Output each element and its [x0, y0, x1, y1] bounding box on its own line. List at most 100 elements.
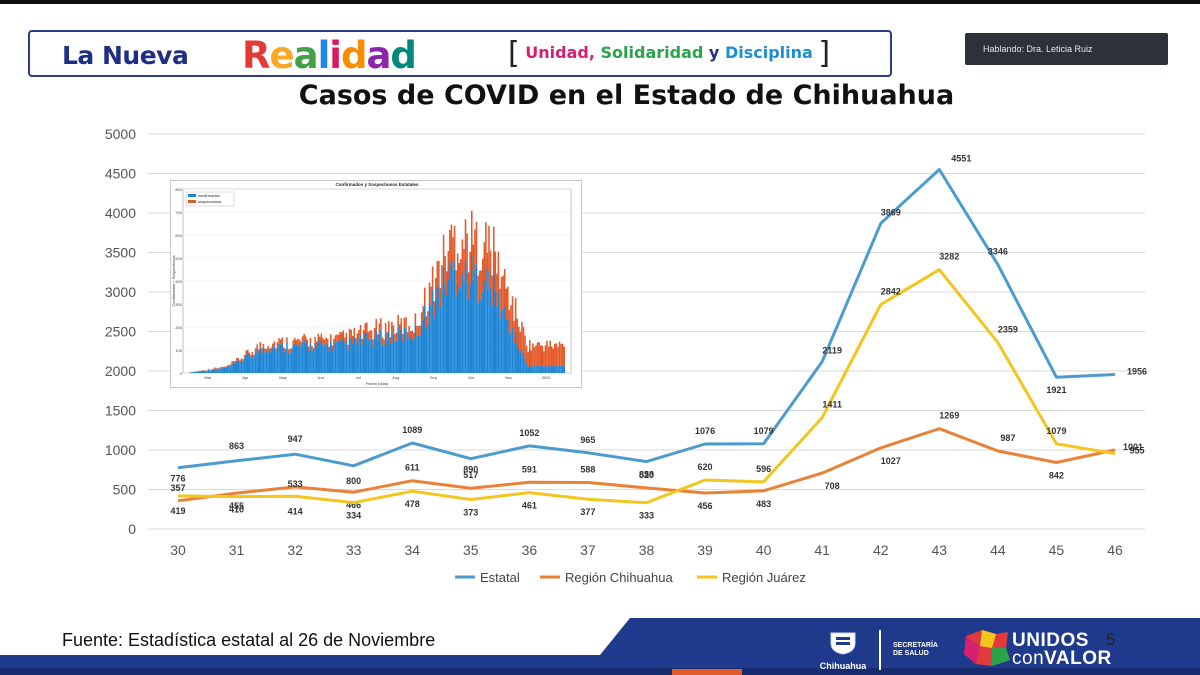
inset-bar-sospechosos	[367, 331, 370, 341]
inset-bar-confirmados	[275, 352, 277, 373]
inset-bar-confirmados	[425, 328, 428, 373]
inset-bar-sospechosos	[203, 370, 205, 371]
inset-bar-sospechosos	[442, 234, 445, 267]
data-label: 2119	[822, 346, 842, 356]
x-tick-label: 38	[639, 542, 655, 558]
inset-bar-confirmados	[417, 335, 420, 373]
inset-bar-sospechosos	[543, 351, 545, 368]
inset-bar-confirmados	[328, 351, 330, 373]
inset-bar-confirmados	[373, 337, 376, 373]
inset-bar-sospechosos	[248, 352, 251, 356]
inset-bar-sospechosos	[308, 346, 310, 351]
inset-bar-sospechosos	[486, 252, 489, 290]
inset-bar-sospechosos	[433, 301, 435, 318]
inset-bar-confirmados	[359, 334, 362, 373]
inset-bar-confirmados	[538, 365, 540, 373]
inset-bar-confirmados	[405, 327, 407, 373]
inset-bar-sospechosos	[387, 321, 390, 332]
inset-bar-confirmados	[217, 368, 219, 373]
inset-bar-sospechosos	[539, 345, 542, 367]
inset-bar-sospechosos	[544, 345, 547, 367]
inset-bar-confirmados	[438, 286, 440, 373]
inset-bar-sospechosos	[245, 350, 247, 355]
inset-bar-confirmados	[463, 280, 465, 373]
inset-bar-confirmados	[541, 366, 544, 373]
data-label: 776	[170, 474, 185, 484]
inset-bar-confirmados	[414, 324, 417, 373]
data-label: 1001	[1123, 442, 1143, 452]
inset-bar-sospechosos	[261, 348, 263, 352]
inset-bar-sospechosos	[527, 352, 529, 368]
inset-bar-sospechosos	[541, 345, 544, 367]
inset-bar-confirmados	[369, 339, 371, 373]
inset-bar-sospechosos	[555, 343, 558, 366]
inset-bar-confirmados	[514, 331, 517, 373]
inset-bar-confirmados	[273, 346, 276, 373]
inset-bar-confirmados	[552, 366, 555, 373]
window-top-bar	[0, 0, 1200, 4]
inset-bar-confirmados	[419, 335, 421, 373]
y-tick-label: 3000	[105, 284, 136, 300]
inset-bar-confirmados	[297, 344, 299, 373]
data-label: 4551	[951, 153, 971, 163]
inset-bar-sospechosos	[497, 251, 500, 293]
inset-bar-sospechosos	[369, 330, 371, 340]
inset-bar-sospechosos	[397, 314, 399, 327]
inset-bar-confirmados	[245, 354, 247, 373]
inset-bar-confirmados	[334, 342, 337, 373]
inset-bar-confirmados	[192, 372, 194, 373]
data-label: 377	[580, 507, 595, 517]
inset-bar-confirmados	[518, 349, 520, 373]
unidos-text: UNIDOS	[1012, 630, 1089, 651]
inset-bar-sospechosos	[301, 336, 304, 343]
inset-bar-sospechosos	[483, 242, 486, 281]
inset-bar-sospechosos	[362, 330, 365, 339]
inset-bar-sospechosos	[461, 239, 464, 274]
inset-bar-sospechosos	[257, 349, 260, 354]
data-label: 419	[170, 506, 185, 516]
inset-bar-confirmados	[557, 366, 559, 373]
inset-bar-sospechosos	[333, 338, 335, 346]
inset-bar-sospechosos	[217, 367, 219, 369]
inset-bar-sospechosos	[513, 320, 515, 344]
inset-bar-confirmados	[544, 366, 547, 373]
inset-bar-confirmados	[449, 263, 451, 373]
data-label: 596	[756, 464, 771, 474]
inset-bar-confirmados	[492, 273, 495, 373]
inset-bar-confirmados	[339, 339, 341, 373]
inset-bar-confirmados	[535, 366, 537, 373]
inset-bar-sospechosos	[398, 324, 401, 334]
inset-bar-sospechosos	[262, 343, 265, 349]
inset-bar-sospechosos	[353, 327, 356, 337]
inset-bar-sospechosos	[312, 348, 315, 353]
inset-y-tick: 800	[175, 187, 182, 192]
inset-bar-confirmados	[220, 368, 222, 373]
inset-bar-sospechosos	[297, 339, 299, 345]
inset-bar-confirmados	[361, 345, 363, 373]
inset-bar-sospechosos	[355, 337, 357, 345]
inset-bar-confirmados	[350, 338, 352, 373]
y-tick-label: 500	[113, 482, 137, 498]
inset-bar-sospechosos	[220, 366, 222, 369]
inset-bar-sospechosos	[359, 324, 362, 335]
inset-bar-confirmados	[536, 365, 539, 373]
inset-bar-confirmados	[441, 290, 443, 373]
inset-bar-confirmados	[543, 367, 545, 373]
inset-bar-confirmados	[510, 332, 512, 373]
inset-bar-confirmados	[375, 330, 377, 373]
inset-bar-confirmados	[195, 371, 197, 373]
inset-bar-confirmados	[461, 273, 464, 373]
inset-legend-label: confirmados	[198, 193, 220, 198]
y-tick-label: 5000	[105, 126, 136, 142]
inset-bar-confirmados	[450, 259, 453, 373]
inset-bar-sospechosos	[514, 298, 517, 332]
inset-bar-confirmados	[475, 264, 478, 373]
inset-bar-confirmados	[300, 346, 302, 373]
inset-bar-confirmados	[445, 295, 448, 373]
inset-bar-confirmados	[203, 370, 205, 373]
inset-bar-sospechosos	[438, 260, 440, 287]
inset-bar-confirmados	[264, 352, 266, 373]
inset-bar-sospechosos	[422, 306, 424, 321]
inset-bar-sospechosos	[427, 311, 429, 325]
inset-bar-confirmados	[226, 367, 229, 373]
